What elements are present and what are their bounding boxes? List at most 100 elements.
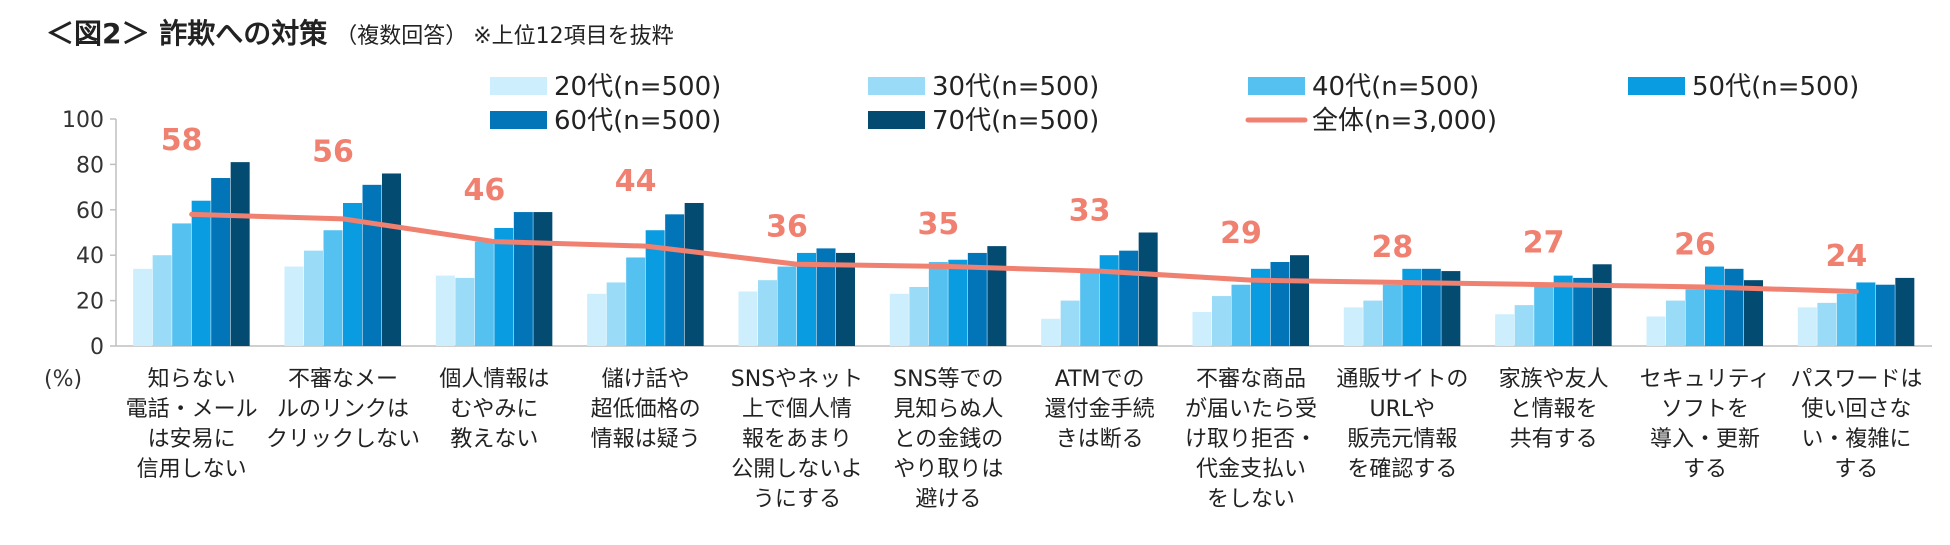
bar [474, 241, 494, 346]
data-label: 27 [1523, 225, 1565, 260]
bar [836, 252, 855, 346]
chart-title: ＜図2＞ 詐欺への対策 （複数回答） ※上位12項目を抜粋 [46, 12, 674, 52]
y-tick-label: 40 [76, 244, 104, 269]
data-label: 56 [312, 134, 354, 169]
legend-swatch [868, 111, 925, 129]
bar [133, 268, 153, 346]
bar [1875, 284, 1895, 346]
x-tick-label: ATMでの還付金手続きは断る [1045, 367, 1155, 452]
x-tick-label: SNS等での見知らぬ人との金銭のやり取りは避ける [893, 367, 1003, 512]
bar [1685, 289, 1705, 346]
bar [191, 200, 211, 346]
bar [382, 173, 401, 346]
data-label: 46 [463, 173, 505, 208]
bar [889, 293, 909, 346]
bar [1363, 300, 1383, 346]
bar [1138, 232, 1158, 346]
legend-label: 20代(n=500) [554, 72, 721, 102]
bar [948, 259, 968, 346]
bar [1212, 296, 1231, 346]
x-tick-label: セキュリティソフトを導入・更新する [1640, 367, 1771, 482]
bar [1041, 318, 1061, 346]
bar [1402, 268, 1422, 346]
bar [304, 250, 323, 346]
bar [1119, 250, 1139, 346]
legend-label: 全体(n=3,000) [1312, 106, 1497, 136]
data-label: 44 [615, 164, 657, 199]
legend-label: 40代(n=500) [1312, 72, 1479, 102]
chart-title-note: ※上位12項目を抜粋 [473, 24, 674, 49]
legend-label: 30代(n=500) [932, 72, 1099, 102]
chart-title-main: ＜図2＞ 詐欺への対策 [46, 17, 328, 50]
x-tick-label: 知らない電話・メールは安易に信用しない [126, 367, 258, 482]
bar [758, 280, 777, 346]
bar [606, 282, 626, 346]
bar [1192, 311, 1212, 346]
bar [1836, 293, 1856, 346]
x-tick-label: 不審なメールのリンクはクリックしない [266, 367, 420, 452]
bar [1231, 284, 1251, 346]
bar [1099, 255, 1119, 346]
data-label: 58 [161, 123, 203, 158]
legend-swatch [490, 77, 547, 95]
y-tick-label: 60 [76, 199, 104, 224]
bar [1705, 266, 1724, 346]
bar [1534, 286, 1554, 346]
x-tick-label: 個人情報はむやみに教えない [439, 367, 549, 452]
x-tick-label: パスワードは使い回さない・複雑にする [1790, 367, 1922, 482]
data-label: 33 [1069, 194, 1111, 229]
legend-swatch [1248, 77, 1305, 95]
bar [1060, 300, 1080, 346]
y-axis-unit-label: (%) [44, 367, 82, 392]
bar [1744, 280, 1763, 346]
x-tick-label: 家族や友人と情報を共有する [1499, 367, 1609, 452]
legend-swatch [490, 111, 547, 129]
bar [1290, 255, 1309, 346]
bar [513, 212, 533, 346]
data-label: 26 [1674, 228, 1716, 263]
bar [587, 293, 607, 346]
legend-label: 70代(n=500) [932, 106, 1099, 136]
bar [533, 212, 553, 346]
bar [1724, 268, 1744, 346]
x-tick-label: 通販サイトの URLや販売元情報を確認する [1336, 367, 1468, 482]
bar [455, 277, 475, 346]
bar [1553, 275, 1573, 346]
y-tick-label: 100 [62, 108, 104, 133]
bar [1270, 262, 1290, 346]
bar [172, 223, 192, 346]
bar [684, 202, 704, 346]
bar [152, 255, 172, 346]
bar [626, 257, 646, 346]
bar [738, 291, 758, 346]
bar [665, 214, 685, 346]
bar [1343, 307, 1363, 346]
legend-swatch [1628, 77, 1685, 95]
bar [435, 275, 455, 346]
y-tick-label: 20 [76, 290, 104, 315]
bar [1856, 282, 1876, 346]
y-tick-label: 80 [76, 153, 104, 178]
bar [816, 248, 836, 346]
data-label: 35 [917, 207, 959, 242]
bar [343, 202, 362, 346]
y-tick-label: 0 [90, 335, 104, 360]
bar [645, 230, 665, 346]
bar [494, 227, 514, 346]
bar [230, 162, 250, 346]
bar [1666, 300, 1685, 346]
bar [797, 252, 816, 346]
bar [967, 252, 987, 346]
bar [1817, 302, 1837, 346]
bar [1421, 268, 1441, 346]
bar [928, 262, 948, 346]
legend-swatch [868, 77, 925, 95]
data-label: 24 [1825, 239, 1867, 274]
bar [1797, 307, 1817, 346]
bar [284, 266, 304, 346]
bar [1573, 277, 1593, 346]
bar [1646, 316, 1666, 346]
x-tick-label: 儲け話や超低価格の情報は疑う [591, 367, 701, 452]
x-tick-label: SNSやネット上で個人情報をあまり公開しないようにする [731, 367, 863, 512]
legend-label: 60代(n=500) [554, 106, 721, 136]
